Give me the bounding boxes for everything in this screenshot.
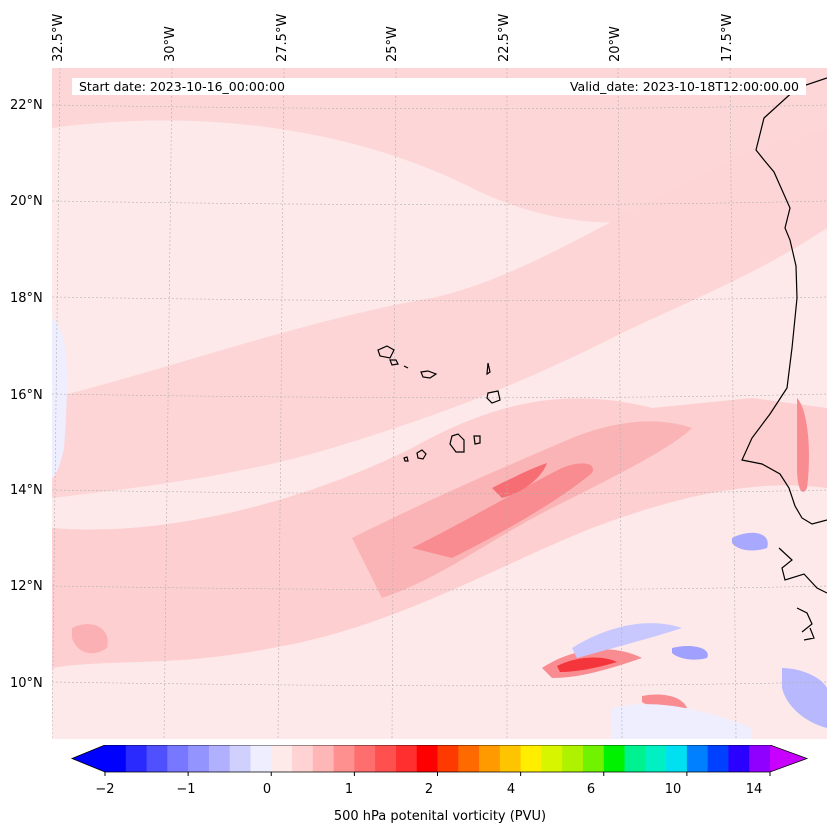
map-area	[52, 68, 827, 739]
colorbar-tick-label: 2	[424, 782, 434, 797]
colorbar-segment	[458, 745, 480, 772]
colorbar-tick-label: −1	[176, 782, 196, 797]
lat-label: 20°N	[10, 194, 43, 209]
colorbar-segment	[188, 745, 210, 772]
colorbar-under-arrow	[72, 745, 105, 772]
africa-coastline	[741, 77, 827, 641]
colorbar-segment	[603, 745, 626, 772]
colorbar-tick-label: 6	[586, 782, 596, 797]
lon-label: 25°W	[385, 26, 400, 62]
colorbar-segment	[416, 745, 438, 772]
lon-label: 17.5°W	[720, 13, 735, 62]
colorbar-segment	[167, 745, 189, 772]
colorbar-segment	[125, 745, 148, 772]
colorbar-title: 500 hPa potenital vorticity (PVU)	[333, 809, 547, 824]
lon-label: 22.5°W	[497, 13, 512, 62]
colorbar-tick-label: 0	[262, 782, 272, 797]
valid-date-label: Valid_date: 2023-10-18T12:00:00.00	[569, 79, 799, 94]
colorbar-segment	[624, 745, 646, 772]
colorbar-segment	[312, 745, 335, 772]
pv-field	[52, 68, 827, 739]
colorbar-segment	[333, 745, 355, 772]
colorbar-tick-label: −2	[95, 782, 115, 797]
colorbar-tick-label: 4	[506, 782, 516, 797]
colorbar-segment	[250, 745, 272, 772]
colorbar-segment	[728, 745, 750, 772]
colorbar-segment	[271, 745, 293, 772]
colorbar-over-arrow	[770, 745, 807, 772]
cape-verde-islands	[377, 345, 501, 462]
colorbar-segment	[105, 745, 127, 772]
lon-label: 32.5°W	[51, 13, 66, 62]
colorbar-segment	[645, 745, 667, 772]
lat-label: 12°N	[10, 579, 43, 594]
lat-label: 22°N	[10, 98, 43, 113]
colorbar-segment	[479, 745, 501, 772]
colorbar-segment	[146, 745, 168, 772]
lon-label: 27.5°W	[275, 13, 290, 62]
lat-label: 14°N	[10, 483, 43, 498]
colorbar-segment	[229, 745, 251, 772]
lat-label: 10°N	[10, 676, 43, 691]
colorbar-segment	[520, 745, 542, 772]
lat-label: 16°N	[10, 388, 43, 403]
colorbar-segment	[292, 745, 314, 772]
colorbar-segment	[582, 745, 605, 772]
colorbar-segment	[707, 745, 729, 772]
colorbar-segment	[749, 745, 771, 772]
lon-label: 20°W	[608, 26, 623, 62]
date-info-bar: Start date: 2023-10-16_00:00:00 Valid_da…	[72, 78, 806, 95]
colorbar-segment	[499, 745, 522, 772]
lon-label: 30°W	[163, 26, 178, 62]
colorbar-segment	[437, 745, 459, 772]
colorbar-segment	[562, 745, 584, 772]
colorbar-segment	[541, 745, 563, 772]
colorbar-tick-label: 1	[344, 782, 354, 797]
colorbar-bar	[70, 744, 809, 776]
colorbar-segment	[354, 745, 376, 772]
lat-label: 18°N	[10, 291, 43, 306]
colorbar-segment	[686, 745, 709, 772]
colorbar-tick-label: 10	[664, 782, 682, 797]
colorbar-segment	[208, 745, 231, 772]
colorbar-segment	[375, 745, 397, 772]
colorbar-segment	[395, 745, 418, 772]
start-date-label: Start date: 2023-10-16_00:00:00	[79, 79, 285, 94]
colorbar: −2 −1 0 1 2 4 6 10 14 500 hPa potenital vorticit…	[0, 744, 837, 836]
colorbar-segment	[666, 745, 688, 772]
colorbar-tick-label: 14	[745, 782, 763, 797]
